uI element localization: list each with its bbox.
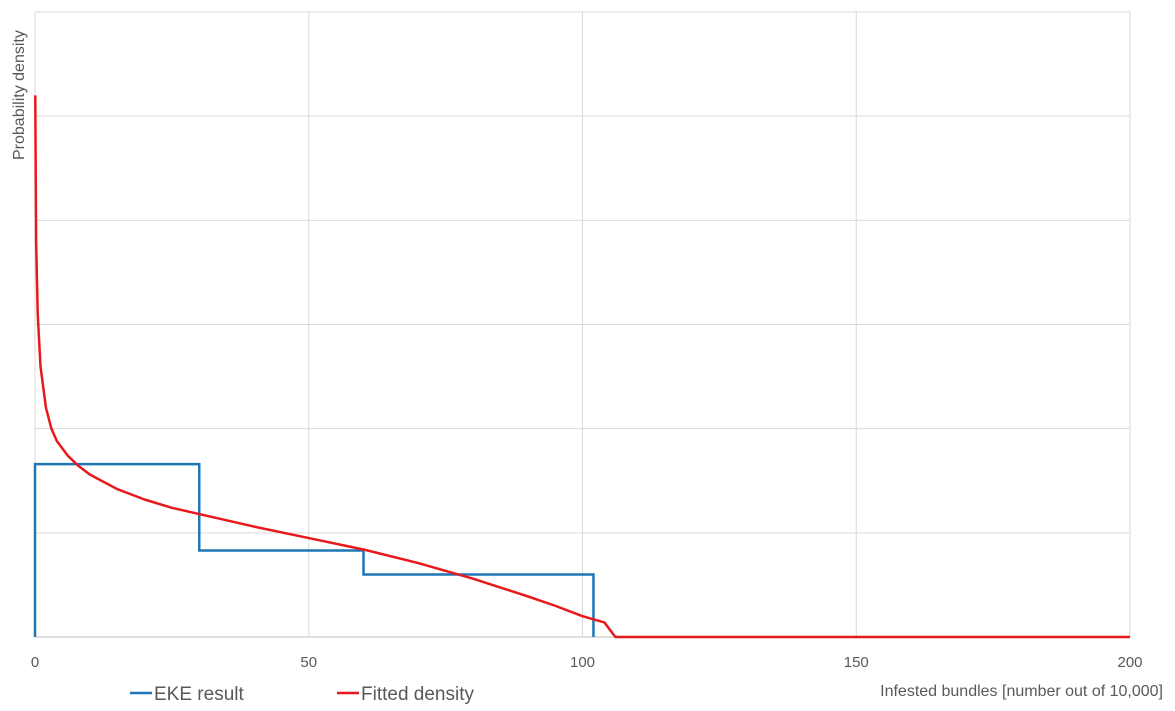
series-layer: [33, 95, 1130, 639]
x-tick-label: 100: [570, 654, 595, 671]
x-tick-label: 200: [1117, 654, 1142, 671]
legend: EKE result Fitted density: [130, 684, 474, 705]
series-fitted-density: [34, 95, 1130, 639]
legend-label-eke: EKE result: [154, 684, 244, 705]
x-tick-labels: 0 50 100 150 200: [31, 654, 1143, 671]
x-tick-label: 150: [844, 654, 869, 671]
grid: [34, 11, 1131, 638]
x-axis-title: Infested bundles [number out of 10,000]: [880, 683, 1163, 700]
x-tick-label: 50: [300, 654, 317, 671]
series-eke-result: [33, 462, 595, 637]
y-axis-title: Probability density: [11, 30, 28, 160]
legend-label-fitted: Fitted density: [361, 684, 474, 705]
x-tick-label: 0: [31, 654, 39, 671]
